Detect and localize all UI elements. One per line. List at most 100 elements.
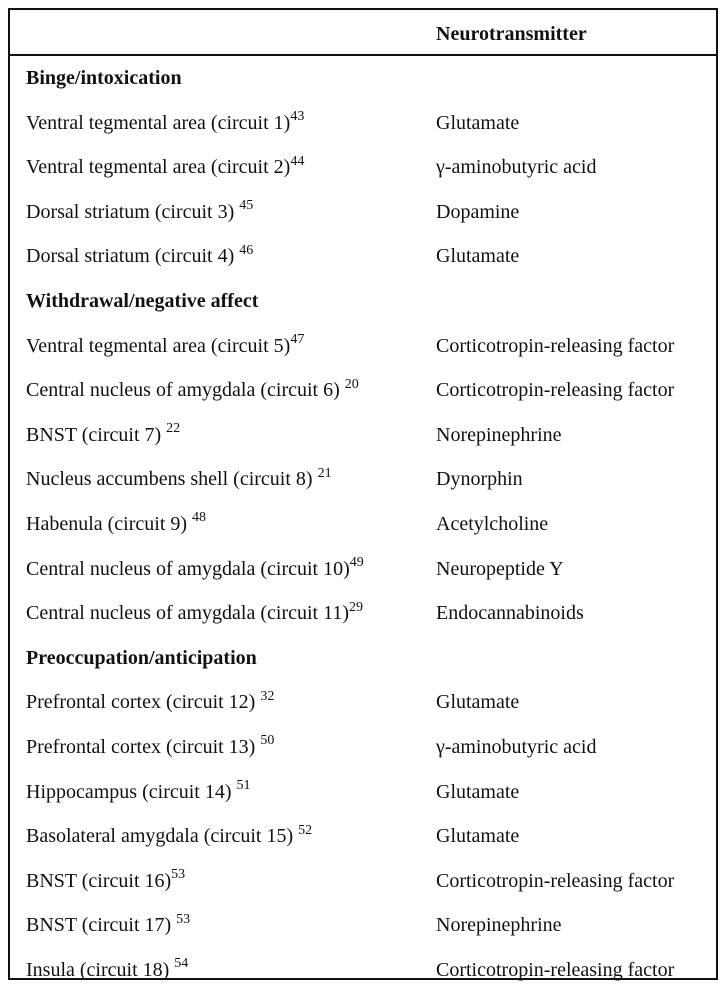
brain-region-text: Prefrontal cortex (circuit 13) — [26, 736, 261, 758]
neurotransmitter-cell: Glutamate — [436, 245, 520, 268]
neurotransmitter-table: Neurotransmitter Binge/intoxication Ventr… — [8, 8, 718, 981]
neurotransmitter-cell: Corticotropin-releasing factor — [436, 379, 675, 402]
brain-region-cell: Dorsal striatum (circuit 3) 45 — [26, 198, 254, 223]
neurotransmitter-cell: Corticotropin-releasing factor — [436, 334, 675, 357]
reference-number: 47 — [290, 331, 305, 347]
brain-region-text: Insula (circuit 18) — [26, 959, 175, 981]
reference-number: 49 — [349, 554, 364, 570]
neurotransmitter-cell: γ-aminobutyric acid — [436, 156, 597, 179]
table-row: Habenula (circuit 9) 48 Acetylcholine — [10, 510, 716, 543]
table-row: Ventral tegmental area (circuit 2)44 γ-am… — [10, 153, 716, 186]
neurotransmitter-cell: Dynorphin — [436, 468, 523, 491]
brain-region-cell: Basolateral amygdala (circuit 15) 52 — [26, 822, 313, 848]
brain-region-text: Ventral tegmental area (circuit 5) — [26, 334, 291, 357]
table-row: BNST (circuit 7) 22 Norepinephrine — [10, 421, 716, 454]
brain-region-text: Central nucleus of amygdala (circuit 6) — [26, 379, 345, 402]
reference-number: 22 — [166, 421, 181, 437]
table-header-row: Neurotransmitter — [10, 10, 716, 56]
table-row: Hippocampus (circuit 14) 51 Glutamate — [10, 777, 716, 811]
brain-region-cell: BNST (circuit 17) 53 — [26, 911, 191, 937]
brain-region-text: Ventral tegmental area (circuit 1) — [26, 111, 291, 134]
section-heading: Binge/intoxication — [26, 67, 182, 89]
brain-region-text: Central nucleus of amygdala (circuit 10) — [26, 557, 350, 580]
reference-number: 29 — [349, 599, 364, 615]
brain-region-text: Central nucleus of amygdala (circuit 11) — [26, 602, 350, 625]
brain-region-text: Hippocampus (circuit 14) — [26, 780, 237, 803]
brain-region-text: Nucleus accumbens shell (circuit 8) — [26, 468, 318, 491]
table-row: Prefrontal cortex (circuit 13) 50 γ-amino… — [10, 733, 716, 766]
neurotransmitter-cell: Glutamate — [436, 111, 520, 134]
reference-number: 51 — [236, 777, 251, 793]
brain-region-cell: Prefrontal cortex (circuit 13) 50 — [26, 733, 275, 758]
reference-number: 52 — [298, 822, 313, 838]
brain-region-cell: Ventral tegmental area (circuit 1)43 — [26, 108, 305, 134]
neurotransmitter-cell: Norepinephrine — [436, 914, 562, 937]
brain-region-cell: Central nucleus of amygdala (circuit 6) … — [26, 376, 359, 402]
table-row: Nucleus accumbens shell (circuit 8) 21 Dy… — [10, 465, 716, 498]
brain-region-text: BNST (circuit 7) — [26, 423, 167, 446]
brain-region-cell: Insula (circuit 18) 54 — [26, 956, 189, 981]
brain-region-cell: Central nucleus of amygdala (circuit 11)… — [26, 599, 364, 625]
neurotransmitter-cell: Endocannabinoids — [436, 602, 584, 625]
reference-number: 44 — [290, 153, 305, 169]
section-heading-row: Binge/intoxication — [10, 67, 716, 97]
brain-region-cell: Ventral tegmental area (circuit 2)44 — [26, 153, 305, 179]
table-row: Dorsal striatum (circuit 4) 46 Glutamate — [10, 242, 716, 275]
neurotransmitter-cell: Glutamate — [436, 825, 520, 848]
neurotransmitter-cell: Acetylcholine — [436, 513, 549, 535]
table-row: Ventral tegmental area (circuit 5)47 Cort… — [10, 331, 716, 365]
brain-region-cell: Habenula (circuit 9) 48 — [26, 510, 207, 535]
brain-region-text: Ventral tegmental area (circuit 2) — [26, 156, 291, 179]
section-heading-row: Withdrawal/negative affect — [10, 290, 716, 320]
reference-number: 43 — [290, 108, 305, 124]
brain-region-cell: Ventral tegmental area (circuit 5)47 — [26, 331, 305, 357]
brain-region-cell: BNST (circuit 7) 22 — [26, 421, 181, 446]
reference-number: 53 — [171, 867, 186, 883]
table-row: Central nucleus of amygdala (circuit 11)… — [10, 599, 716, 632]
section-heading: Preoccupation/anticipation — [26, 646, 257, 669]
brain-region-text: BNST (circuit 16) — [26, 869, 172, 892]
reference-number: 20 — [344, 376, 359, 392]
brain-region-text: Basolateral amygdala (circuit 15) — [26, 825, 299, 848]
section-heading: Withdrawal/negative affect — [26, 290, 259, 312]
brain-region-cell: Dorsal striatum (circuit 4) 46 — [26, 242, 254, 268]
table-row: Central nucleus of amygdala (circuit 6) … — [10, 376, 716, 409]
neurotransmitter-cell: Corticotropin-releasing factor — [436, 869, 675, 892]
reference-number: 54 — [174, 956, 189, 972]
brain-region-text: Dorsal striatum (circuit 3) — [26, 200, 240, 223]
brain-region-cell: BNST (circuit 16)53 — [26, 867, 186, 892]
brain-region-text: Habenula (circuit 9) — [26, 513, 193, 535]
brain-region-text: Prefrontal cortex (circuit 12) — [26, 691, 261, 714]
table-row: BNST (circuit 16)53 Corticotropin-releasi… — [10, 867, 716, 900]
brain-region-text: BNST (circuit 17) — [26, 914, 177, 937]
brain-region-cell: Prefrontal cortex (circuit 12) 32 — [26, 688, 275, 714]
section-heading-row: Preoccupation/anticipation — [10, 647, 716, 677]
reference-number: 53 — [176, 911, 191, 927]
reference-number: 48 — [192, 510, 207, 526]
table-row: Dorsal striatum (circuit 3) 45 Dopamine — [10, 198, 716, 231]
table-row: BNST (circuit 17) 53 Norepinephrine — [10, 911, 716, 944]
table-row: Insula (circuit 18) 54 Corticotropin-rele… — [10, 956, 716, 989]
table-row: Prefrontal cortex (circuit 12) 32 Glutama… — [10, 688, 716, 721]
neurotransmitter-cell: Corticotropin-releasing factor — [436, 959, 675, 981]
brain-region-cell: Hippocampus (circuit 14) 51 — [26, 777, 251, 803]
neurotransmitter-cell: Glutamate — [436, 691, 520, 714]
table-row: Basolateral amygdala (circuit 15) 52 Glut… — [10, 822, 716, 855]
brain-region-text: Dorsal striatum (circuit 4) — [26, 245, 240, 268]
neurotransmitter-cell: Dopamine — [436, 200, 520, 223]
neurotransmitter-cell: Norepinephrine — [436, 423, 562, 446]
neurotransmitter-cell: γ-aminobutyric acid — [436, 736, 597, 758]
table-row: Central nucleus of amygdala (circuit 10)… — [10, 554, 716, 588]
brain-region-cell: Central nucleus of amygdala (circuit 10)… — [26, 554, 364, 580]
reference-number: 21 — [317, 465, 332, 481]
reference-number: 50 — [260, 733, 275, 749]
reference-number: 46 — [239, 242, 254, 258]
neurotransmitter-cell: Glutamate — [436, 780, 520, 803]
reference-number: 32 — [260, 688, 275, 704]
neurotransmitter-cell: Neuropeptide Y — [436, 557, 564, 580]
brain-region-cell: Nucleus accumbens shell (circuit 8) 21 — [26, 465, 332, 491]
header-col2: Neurotransmitter — [436, 23, 587, 45]
table-row: Ventral tegmental area (circuit 1)43 Glut… — [10, 108, 716, 142]
reference-number: 45 — [239, 198, 254, 214]
